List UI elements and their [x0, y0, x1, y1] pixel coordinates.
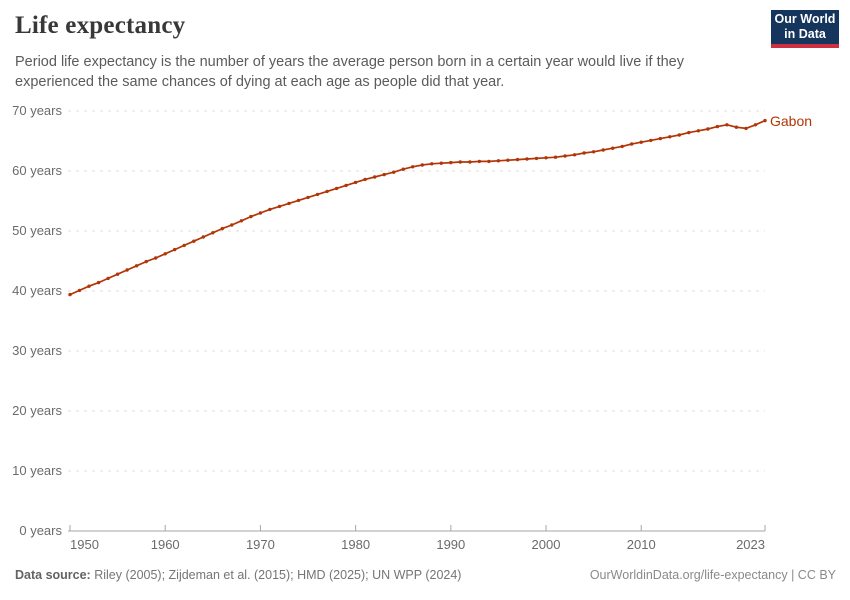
footer-citation-link[interactable]: OurWorldinData.org/life-expectancy | CC …: [589, 568, 836, 582]
x-tick-label: 1980: [341, 537, 371, 552]
y-tick-label: 70 years: [12, 102, 62, 118]
y-tick-label: 10 years: [12, 462, 62, 478]
x-tick-label: 1960: [150, 537, 180, 552]
y-tick-label: 20 years: [12, 402, 62, 418]
x-tick-label: 1950: [70, 537, 99, 552]
x-tick-label: 2010: [626, 537, 656, 552]
y-tick-label: 0 years: [19, 522, 62, 538]
x-tick-label: 1970: [245, 537, 275, 552]
owid-logo[interactable]: Our World in Data: [771, 10, 839, 48]
data-source-note: Data source: Riley (2005); Zijdeman et a…: [15, 568, 461, 582]
line-chart-plot[interactable]: [0, 0, 850, 565]
x-tick-label: 2000: [531, 537, 561, 552]
x-axis: [68, 525, 766, 532]
series-entity-label: Gabon: [770, 112, 813, 129]
y-tick-label: 40 years: [12, 282, 62, 298]
chart-subtitle: Period life expectancy is the number of …: [15, 54, 684, 90]
x-tick-label: 2023: [736, 537, 765, 552]
y-tick-label: 50 years: [12, 222, 62, 238]
owid-logo-line1: Our World: [774, 12, 836, 26]
data-source-text: Riley (2005); Zijdeman et al. (2015); HM…: [90, 568, 462, 582]
y-tick-label: 60 years: [12, 162, 62, 178]
owid-logo-line2: in Data: [784, 27, 826, 41]
data-source-label: Data source:: [15, 568, 91, 582]
gridlines: [68, 110, 765, 472]
y-tick-label: 30 years: [12, 342, 62, 358]
line-series-gabon[interactable]: [68, 118, 767, 297]
x-tick-label: 1990: [436, 537, 466, 552]
page-title: Life expectancy: [15, 12, 186, 39]
